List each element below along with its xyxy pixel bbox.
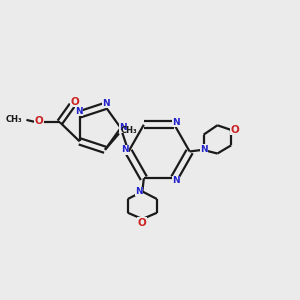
Text: O: O <box>230 125 239 135</box>
Text: O: O <box>138 218 147 228</box>
Text: O: O <box>34 116 43 126</box>
Text: N: N <box>102 99 110 108</box>
Text: N: N <box>200 145 208 154</box>
Text: N: N <box>135 187 143 196</box>
Text: N: N <box>172 118 180 127</box>
Text: CH₃: CH₃ <box>6 115 23 124</box>
Text: N: N <box>75 107 82 116</box>
Text: N: N <box>121 146 129 154</box>
Text: N: N <box>119 123 127 132</box>
Text: N: N <box>172 176 180 185</box>
Text: O: O <box>70 97 79 107</box>
Text: CH₃: CH₃ <box>120 126 137 135</box>
